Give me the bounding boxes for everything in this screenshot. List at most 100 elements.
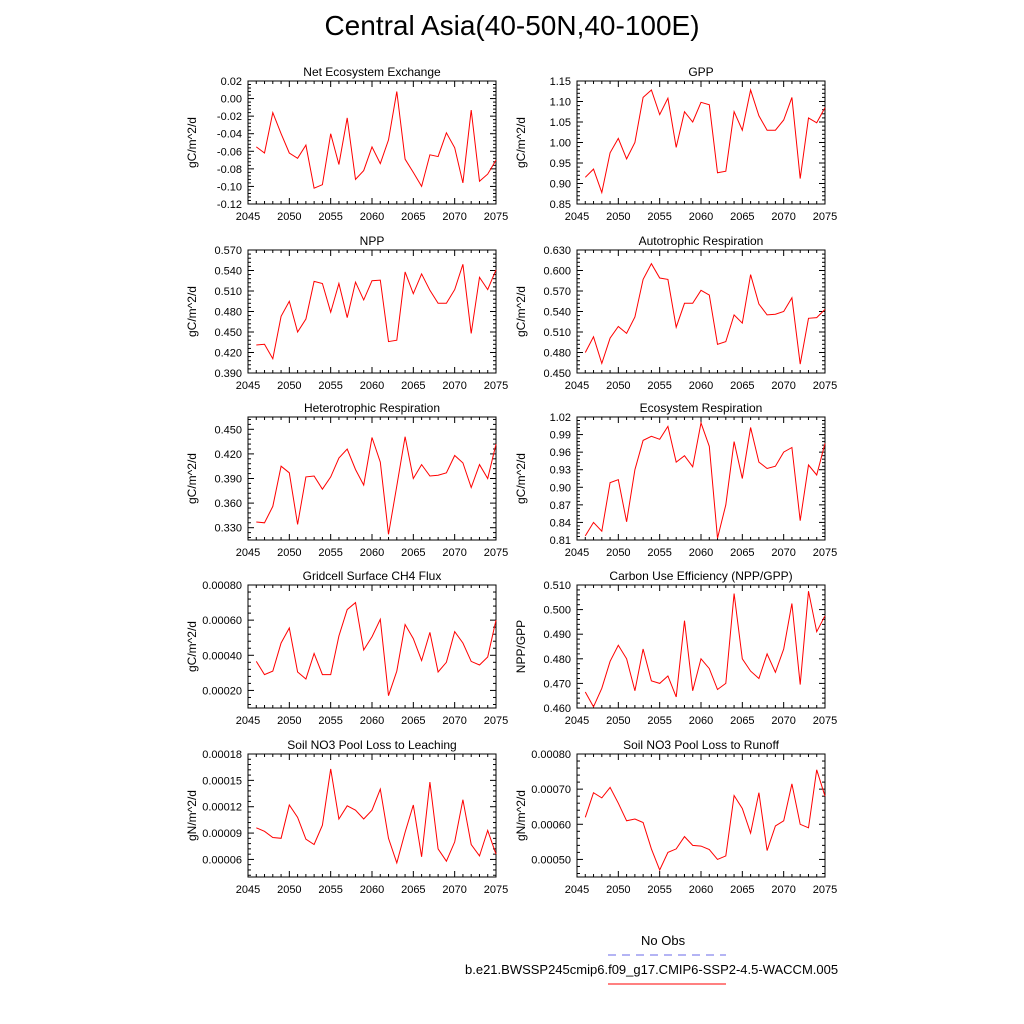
series-line <box>584 262 826 366</box>
y-axis-label: NPP/GPP <box>514 620 528 673</box>
y-tick-label: -0.12 <box>217 199 242 211</box>
plot-frame <box>576 584 826 709</box>
x-tick-label: 2065 <box>401 211 425 223</box>
y-tick-label: 0.390 <box>214 474 242 486</box>
x-tick-label: 2060 <box>689 380 713 392</box>
x-tick-label: 2050 <box>277 211 301 223</box>
panel-4: Autotrophic Respiration gC/m^2/d 2045 2050 2… <box>514 234 837 392</box>
y-tick-label: 1.10 <box>550 97 571 109</box>
y-axis-label: gC/m^2/d <box>185 453 199 504</box>
x-tick-label: 2060 <box>689 884 713 896</box>
x-tick-label: 2070 <box>771 211 795 223</box>
y-tick-label: 0.450 <box>543 368 571 380</box>
series-line <box>256 91 497 189</box>
x-tick-label: 2055 <box>647 715 671 727</box>
y-axis-label: gC/m^2/d <box>514 286 528 337</box>
x-tick-label: 2055 <box>318 380 342 392</box>
series-line <box>256 264 497 361</box>
y-tick-label: 0.00009 <box>202 828 242 840</box>
x-tick-label: 2055 <box>647 380 671 392</box>
y-tick-label: -0.08 <box>217 164 242 176</box>
y-axis-label: gC/m^2/d <box>514 453 528 504</box>
x-tick-label: 2065 <box>401 380 425 392</box>
x-tick-label: 2060 <box>360 547 384 559</box>
y-tick-label: 0.00080 <box>531 749 571 761</box>
x-tick-label: 2050 <box>606 380 630 392</box>
y-tick-label: 0.460 <box>543 703 571 715</box>
x-tick-label: 2055 <box>647 884 671 896</box>
x-tick-label: 2060 <box>360 380 384 392</box>
y-axis-label: gC/m^2/d <box>185 286 199 337</box>
x-tick-label: 2050 <box>606 884 630 896</box>
panel-title: Soil NO3 Pool Loss to Leaching <box>287 738 456 752</box>
panel-title: Gridcell Surface CH4 Flux <box>303 569 442 583</box>
panel-title: Soil NO3 Pool Loss to Runoff <box>623 738 780 752</box>
panel-7: Gridcell Surface CH4 Flux gC/m^2/d 2045 205… <box>185 569 508 727</box>
y-tick-label: 0.510 <box>543 327 571 339</box>
y-tick-label: 0.480 <box>543 654 571 666</box>
x-tick-label: 2070 <box>442 715 466 727</box>
x-tick-label: 2065 <box>730 715 754 727</box>
y-tick-label: 0.450 <box>214 327 242 339</box>
y-tick-label: 0.00018 <box>202 749 242 761</box>
y-tick-label: 0.00006 <box>202 854 242 866</box>
x-tick-label: 2070 <box>442 884 466 896</box>
x-tick-label: 2050 <box>277 884 301 896</box>
panel-9: Soil NO3 Pool Loss to Leaching gN/m^2/d 20… <box>185 738 508 896</box>
plot-frame <box>576 249 826 374</box>
y-tick-label: 0.630 <box>543 245 571 257</box>
y-axis-label: gC/m^2/d <box>514 117 528 168</box>
panel-title: GPP <box>688 65 713 79</box>
x-tick-label: 2050 <box>277 547 301 559</box>
x-tick-label: 2045 <box>565 211 589 223</box>
x-tick-label: 2075 <box>484 547 508 559</box>
y-axis-label: gN/m^2/d <box>514 790 528 841</box>
x-tick-label: 2065 <box>730 211 754 223</box>
series-line <box>255 601 497 696</box>
y-tick-label: 0.490 <box>543 629 571 641</box>
series-line <box>256 436 497 535</box>
x-tick-label: 2055 <box>647 547 671 559</box>
y-tick-label: 0.500 <box>543 605 571 617</box>
y-tick-label: 0.00 <box>221 94 242 106</box>
y-tick-label: 0.540 <box>214 266 242 278</box>
x-tick-label: 2070 <box>771 884 795 896</box>
y-tick-label: 0.360 <box>214 498 242 510</box>
x-tick-label: 2075 <box>813 715 837 727</box>
series-line <box>584 420 826 539</box>
x-tick-label: 2045 <box>236 211 260 223</box>
x-tick-label: 2060 <box>360 715 384 727</box>
y-tick-label: 1.05 <box>550 117 571 129</box>
x-tick-label: 2050 <box>606 715 630 727</box>
x-tick-label: 2055 <box>318 211 342 223</box>
y-tick-label: 0.00020 <box>202 685 242 697</box>
x-tick-label: 2070 <box>442 547 466 559</box>
x-tick-label: 2075 <box>484 211 508 223</box>
legend-obs-swatch <box>608 954 726 956</box>
x-tick-label: 2075 <box>813 211 837 223</box>
plot-frame <box>247 753 497 878</box>
y-tick-label: 0.00015 <box>202 775 242 787</box>
y-tick-label: 0.470 <box>543 678 571 690</box>
panel-5: Heterotrophic Respiration gC/m^2/d 2045 205… <box>185 401 508 559</box>
y-tick-label: 0.480 <box>214 307 242 319</box>
plot-frame <box>247 584 497 709</box>
x-tick-label: 2050 <box>606 211 630 223</box>
panel-8: Carbon Use Efficiency (NPP/GPP) NPP/GPP 20… <box>514 569 837 727</box>
y-tick-label: -0.04 <box>217 129 242 141</box>
x-tick-label: 2070 <box>442 380 466 392</box>
y-tick-label: 0.90 <box>550 482 571 494</box>
x-tick-label: 2050 <box>277 380 301 392</box>
x-tick-label: 2075 <box>484 884 508 896</box>
x-tick-label: 2060 <box>689 211 713 223</box>
y-tick-label: 0.00040 <box>202 650 242 662</box>
y-tick-label: 0.570 <box>543 286 571 298</box>
y-axis-label: gC/m^2/d <box>185 621 199 672</box>
plot-frame <box>576 753 826 878</box>
series-line <box>584 88 826 195</box>
x-tick-label: 2050 <box>277 715 301 727</box>
plot-frame <box>247 249 497 374</box>
x-tick-label: 2075 <box>813 884 837 896</box>
y-axis-label: gN/m^2/d <box>185 790 199 841</box>
